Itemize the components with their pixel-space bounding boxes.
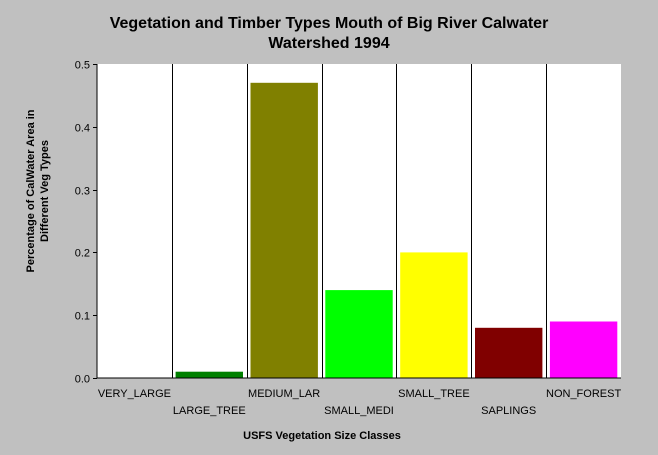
y-axis-title-line-1: Percentage of CalWater Area in xyxy=(25,109,37,272)
bar-small-tree xyxy=(400,252,468,378)
y-axis-title: Percentage of CalWater Area in Different… xyxy=(25,109,51,272)
y-axis-ticks: 0.0 0.1 0.2 0.3 0.4 0.5 xyxy=(75,60,97,386)
y-tick-label: 0.2 xyxy=(75,248,90,260)
bar-large-tree xyxy=(175,371,243,378)
y-axis-title-line-2: Different Veg Types xyxy=(39,140,51,242)
x-tick-label: MEDIUM_LAR xyxy=(248,388,320,400)
y-tick-label: 0.4 xyxy=(75,123,90,135)
bars xyxy=(175,82,618,379)
x-tick-label: LARGE_TREE xyxy=(173,405,246,417)
y-tick-label: 0.1 xyxy=(75,311,90,323)
x-axis-title: USFS Vegetation Size Classes xyxy=(243,430,401,442)
bar-small-medi xyxy=(325,290,393,378)
y-tick-label: 0.5 xyxy=(75,60,90,72)
bar-medium-lar xyxy=(250,82,318,379)
grid-lines xyxy=(172,64,547,378)
y-tick-label: 0.0 xyxy=(75,374,90,386)
chart-title: Vegetation and Timber Types Mouth of Big… xyxy=(109,15,549,52)
y-tick-label: 0.3 xyxy=(75,186,90,198)
bar-non-forest xyxy=(549,321,618,378)
x-tick-label: NON_FOREST xyxy=(546,388,621,400)
x-tick-label: VERY_LARGE xyxy=(98,388,171,400)
x-tick-label: SMALL_MEDI xyxy=(324,405,394,417)
bar-saplings xyxy=(475,327,543,378)
x-tick-label: SAPLINGS xyxy=(481,405,536,417)
x-tick-label: SMALL_TREE xyxy=(398,388,470,400)
